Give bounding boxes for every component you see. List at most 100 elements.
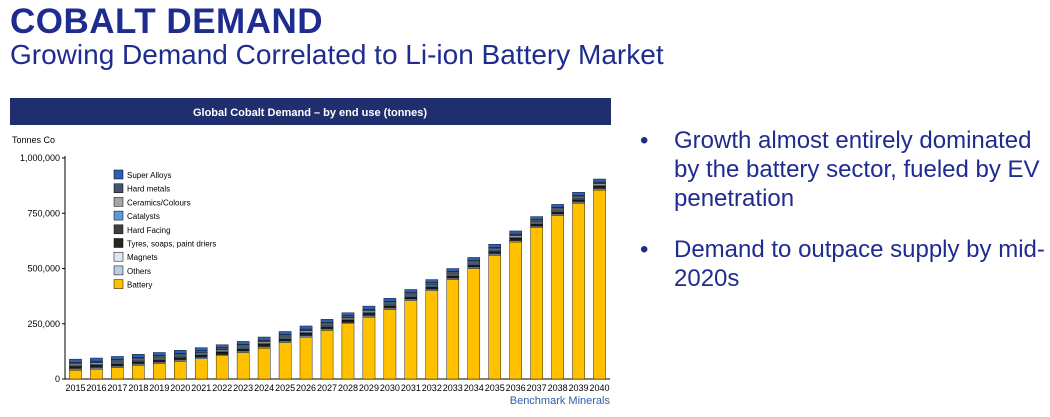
bullet-item: • Growth almost entirely dominated by the… bbox=[640, 126, 1045, 213]
legend-swatch bbox=[113, 279, 124, 289]
bar-segment-hard-metals bbox=[174, 353, 187, 356]
bar-segment-battery bbox=[362, 316, 376, 380]
x-tick-label: 2023 bbox=[233, 383, 253, 393]
legend-label: Magnets bbox=[127, 253, 158, 262]
bullet-item: • Demand to outpace supply by mid-2020s bbox=[640, 235, 1045, 293]
chart-legend: Super Alloys Hard metals Ceramics/Colours C… bbox=[113, 169, 216, 290]
legend-label: Tyres, soaps, paint driers bbox=[127, 240, 216, 249]
bar-segment-hard-metals bbox=[509, 233, 522, 236]
bullet-text: Demand to outpace supply by mid-2020s bbox=[674, 236, 1045, 292]
bar-segment-battery bbox=[341, 323, 355, 380]
cobalt-demand-chart: Global Cobalt Demand – by end use (tonne… bbox=[10, 98, 611, 407]
legend-swatch bbox=[113, 210, 124, 221]
x-tick-label: 2022 bbox=[212, 383, 232, 393]
bar-segment-super-alloys bbox=[111, 356, 124, 360]
bar-segment-hard-metals bbox=[132, 357, 145, 360]
legend-label: Catalysts bbox=[127, 212, 160, 221]
bar-segment-battery bbox=[90, 368, 103, 380]
bar-segment-hard-metals bbox=[488, 247, 501, 250]
legend-swatch bbox=[113, 251, 124, 262]
bar-segment-battery bbox=[236, 352, 250, 380]
bar-segment-hard-metals bbox=[320, 322, 334, 325]
legend-label: Hard Facing bbox=[127, 226, 171, 235]
x-tick-label: 2027 bbox=[317, 383, 337, 393]
bar-segment-super-alloys bbox=[320, 319, 334, 323]
bar-segment-battery bbox=[153, 363, 166, 380]
bar-segment-battery bbox=[278, 342, 292, 380]
y-tick-label: 750,000 bbox=[27, 208, 60, 218]
bar-segment-hard-metals bbox=[194, 350, 208, 353]
x-tick-label: 2040 bbox=[590, 383, 610, 393]
bar-segment-super-alloys bbox=[362, 305, 376, 310]
bar-segment-hard-metals bbox=[236, 344, 250, 347]
bar-segment-super-alloys bbox=[593, 178, 606, 183]
bullet-text: Growth almost entirely dominated by the … bbox=[674, 127, 1040, 212]
bar-segment-hard-metals bbox=[257, 339, 271, 343]
y-tick-label: 500,000 bbox=[27, 264, 60, 274]
bar-segment-super-alloys bbox=[383, 298, 397, 302]
x-axis-ticks: 2015 2016 2017 2018 2019 2020 2021 2022 2023 2024… bbox=[65, 383, 609, 393]
bar-segment-battery bbox=[404, 300, 418, 380]
x-tick-label: 2028 bbox=[338, 383, 358, 393]
bar-segment-hard-metals bbox=[425, 282, 439, 285]
bar-segment-battery bbox=[425, 290, 439, 380]
bar-segment-battery bbox=[320, 330, 334, 380]
legend-swatch bbox=[113, 183, 124, 193]
legend-swatch bbox=[113, 238, 124, 248]
x-tick-label: 2019 bbox=[149, 383, 169, 393]
bar-segment-battery bbox=[551, 215, 564, 380]
bar-segment-super-alloys bbox=[488, 243, 501, 248]
bar-segment-battery bbox=[174, 361, 187, 380]
bar-segment-super-alloys bbox=[132, 354, 145, 358]
page-subtitle: Growing Demand Correlated to Li-ion Batt… bbox=[10, 39, 664, 70]
bar-segment-super-alloys bbox=[341, 312, 355, 316]
x-tick-label: 2024 bbox=[254, 383, 274, 393]
chart-title: Global Cobalt Demand – by end use (tonne… bbox=[193, 107, 427, 119]
bar-segment-battery bbox=[446, 279, 460, 380]
bar-segment-super-alloys bbox=[572, 192, 585, 196]
x-tick-label: 2025 bbox=[275, 383, 295, 393]
bar-segment-battery bbox=[299, 336, 313, 380]
legend-swatch bbox=[113, 197, 124, 207]
bullet-list: • Growth almost entirely dominated by the… bbox=[640, 126, 1045, 315]
bar-segment-super-alloys bbox=[257, 336, 271, 341]
bar-segment-hard-metals bbox=[530, 219, 543, 222]
legend-swatch bbox=[113, 224, 124, 235]
bar-segment-hard-metals bbox=[383, 301, 397, 304]
x-tick-label: 2018 bbox=[128, 383, 148, 393]
y-tick-label: 0 bbox=[55, 374, 60, 384]
bar-segment-hard-metals bbox=[572, 195, 585, 198]
legend-label: Hard metals bbox=[127, 185, 170, 194]
legend-swatch bbox=[113, 169, 124, 180]
bar-segment-super-alloys bbox=[551, 204, 564, 208]
x-tick-label: 2033 bbox=[443, 383, 463, 393]
bar-segment-hard-metals bbox=[362, 308, 376, 312]
bar-segment-super-alloys bbox=[425, 279, 439, 283]
bullet-dot: • bbox=[640, 236, 649, 263]
bar-segment-battery bbox=[69, 369, 82, 380]
bar-segment-hard-metals bbox=[551, 207, 564, 210]
chart-title-banner bbox=[10, 98, 611, 125]
x-tick-label: 2035 bbox=[485, 383, 505, 393]
x-tick-label: 2030 bbox=[380, 383, 400, 393]
x-tick-label: 2015 bbox=[65, 383, 85, 393]
bar-segment-battery bbox=[467, 268, 481, 380]
bar-segment-battery bbox=[111, 367, 124, 380]
bar-segment-battery bbox=[194, 358, 208, 380]
bar-segment-hard-metals bbox=[467, 260, 481, 263]
x-tick-label: 2038 bbox=[548, 383, 568, 393]
bar-segment-super-alloys bbox=[215, 344, 229, 349]
bar-segment-battery bbox=[530, 227, 543, 380]
bar-segment-super-alloys bbox=[278, 331, 292, 335]
page-title: COBALT DEMAND bbox=[10, 2, 324, 41]
chart-container: Global Cobalt Demand – by end use (tonne… bbox=[10, 98, 616, 412]
bar-segment-hard-metals bbox=[278, 334, 292, 337]
chart-source: Benchmark Minerals bbox=[510, 395, 611, 407]
y-axis-ticks: 0 250,000 500,000 750,000 1,000,000 bbox=[20, 153, 65, 384]
x-tick-label: 2021 bbox=[191, 383, 211, 393]
x-tick-label: 2034 bbox=[464, 383, 484, 393]
x-tick-label: 2032 bbox=[422, 383, 442, 393]
x-tick-label: 2031 bbox=[401, 383, 421, 393]
bar-segment-super-alloys bbox=[90, 357, 103, 362]
bar-segment-hard-metals bbox=[299, 328, 313, 332]
